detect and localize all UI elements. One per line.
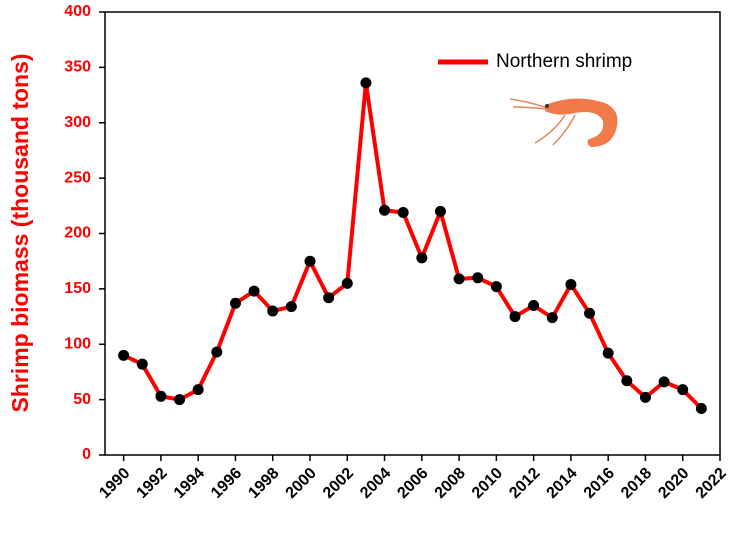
data-point bbox=[453, 273, 465, 285]
data-point bbox=[584, 307, 596, 319]
y-tick-label: 250 bbox=[64, 169, 91, 186]
x-tick-label: 2010 bbox=[469, 465, 506, 502]
data-point bbox=[528, 299, 540, 311]
x-tick-label: 1996 bbox=[208, 465, 245, 502]
data-point bbox=[658, 376, 670, 388]
x-tick-label: 2022 bbox=[693, 465, 730, 502]
legend-label: Northern shrimp bbox=[496, 51, 632, 72]
x-tick-label: 2006 bbox=[394, 465, 431, 502]
x-tick-label: 2020 bbox=[655, 465, 692, 502]
x-tick-label: 2014 bbox=[544, 465, 581, 502]
data-point bbox=[509, 311, 521, 323]
data-point bbox=[379, 204, 391, 216]
data-point bbox=[174, 394, 186, 406]
y-tick-label: 300 bbox=[64, 114, 91, 131]
data-point bbox=[304, 255, 316, 267]
data-point bbox=[546, 312, 558, 324]
x-tick-label: 2004 bbox=[357, 465, 394, 502]
data-point bbox=[118, 349, 130, 361]
data-point bbox=[267, 305, 279, 317]
data-point bbox=[602, 347, 614, 359]
data-line bbox=[122, 80, 703, 410]
data-point bbox=[397, 206, 409, 218]
data-point bbox=[490, 281, 502, 293]
data-point bbox=[360, 77, 372, 89]
data-point bbox=[211, 346, 223, 358]
data-point bbox=[695, 402, 707, 414]
x-tick-label: 1992 bbox=[134, 465, 171, 502]
data-point bbox=[192, 384, 204, 396]
data-point bbox=[285, 301, 297, 313]
data-point bbox=[565, 278, 577, 290]
data-point bbox=[155, 390, 167, 402]
y-tick-label: 50 bbox=[73, 391, 91, 408]
x-tick-label: 1994 bbox=[171, 465, 208, 502]
y-tick-label: 100 bbox=[64, 335, 91, 352]
data-point bbox=[229, 297, 241, 309]
data-point bbox=[621, 375, 633, 387]
data-point bbox=[677, 384, 689, 396]
data-point bbox=[416, 252, 428, 264]
x-tick-label: 2002 bbox=[320, 465, 357, 502]
x-tick-label: 2016 bbox=[581, 465, 618, 502]
x-tick-label: 2000 bbox=[283, 465, 320, 502]
data-point bbox=[472, 272, 484, 284]
x-tick-label: 2018 bbox=[618, 465, 655, 502]
shrimp-illustration bbox=[509, 98, 618, 147]
x-tick-label: 2008 bbox=[432, 465, 469, 502]
y-tick-label: 0 bbox=[82, 446, 91, 463]
y-tick-label: 200 bbox=[64, 225, 91, 242]
y-axis-label: Shrimp biomass (thousand tons) bbox=[7, 53, 33, 412]
data-point bbox=[136, 358, 148, 370]
data-point bbox=[323, 292, 335, 304]
x-tick-label: 2012 bbox=[506, 465, 543, 502]
y-tick-label: 400 bbox=[64, 3, 91, 20]
data-point bbox=[434, 205, 446, 217]
y-tick-label: 350 bbox=[64, 59, 91, 76]
x-tick-label: 1990 bbox=[96, 465, 133, 502]
data-point bbox=[248, 285, 260, 297]
y-tick-label: 150 bbox=[64, 280, 91, 297]
x-tick-label: 1998 bbox=[245, 465, 282, 502]
data-point bbox=[639, 391, 651, 403]
data-point bbox=[341, 277, 353, 289]
